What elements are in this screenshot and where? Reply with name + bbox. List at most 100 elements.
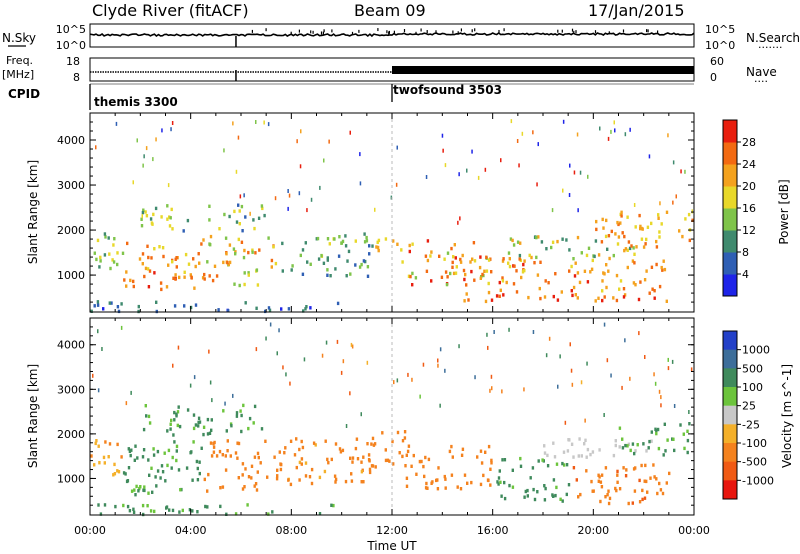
power-cell <box>513 264 516 268</box>
power-cell <box>533 261 536 265</box>
velocity-cell <box>230 424 233 428</box>
velocity-y-axis-label: Slant Range [km] <box>26 364 40 468</box>
velocity-cell <box>580 454 583 458</box>
velocity-cell <box>497 482 500 486</box>
power-cell <box>653 296 656 300</box>
power-sparse-cell <box>551 208 554 213</box>
velocity-cell <box>133 488 136 492</box>
velocity-cell <box>196 510 199 514</box>
velocity-sparse-cell <box>489 388 491 393</box>
power-cell <box>152 212 155 217</box>
velocity-sparse-cell <box>458 344 460 349</box>
velocity-cell <box>625 468 628 472</box>
power-cell <box>472 241 476 245</box>
velocity-sparse-cell <box>584 418 586 423</box>
velocity-cell <box>633 489 637 493</box>
power-cell <box>147 285 151 289</box>
velocity-cell <box>234 512 238 516</box>
velocity-cell <box>198 460 201 464</box>
power-cell <box>166 204 169 208</box>
power-cell <box>626 215 629 219</box>
power-sparse-cell <box>537 142 539 147</box>
velocity-sparse-cell <box>189 383 192 388</box>
power-cell <box>619 279 623 283</box>
velocity-sparse-cell <box>278 328 280 333</box>
y-tick-label: 1000 <box>57 269 85 282</box>
velocity-sparse-cell <box>564 420 567 425</box>
velocity-cell <box>430 481 433 485</box>
power-sparse-cell <box>263 120 265 125</box>
power-cell <box>333 237 336 241</box>
power-cell <box>479 255 482 259</box>
power-cell <box>117 309 121 314</box>
power-cell <box>665 210 669 214</box>
velocity-cell <box>151 490 154 494</box>
power-cell <box>329 274 332 278</box>
power-sparse-cell <box>237 135 240 140</box>
velocity-cell <box>373 442 377 446</box>
power-cell <box>155 300 158 304</box>
velocity-sparse-cell <box>532 330 535 334</box>
velocity-sparse-cell <box>97 388 100 393</box>
velocity-cell <box>127 466 131 470</box>
velocity-cell <box>175 444 179 449</box>
power-cell <box>347 249 351 254</box>
velocity-cell <box>614 486 617 491</box>
power-cell <box>612 253 615 258</box>
power-cell <box>194 264 197 269</box>
power-sparse-cell <box>296 139 298 144</box>
power-cell <box>365 239 369 243</box>
velocity-sparse-cell <box>125 401 128 406</box>
velocity-cell <box>655 428 658 433</box>
velocity-cell <box>591 450 595 454</box>
velocity-cell <box>420 459 423 464</box>
velocity-sparse-cell <box>177 345 180 350</box>
velocity-sparse-cell <box>276 351 278 356</box>
velocity-sparse-cell <box>569 342 571 347</box>
velocity-cell <box>334 442 338 446</box>
velocity-cell <box>134 493 137 497</box>
velocity-cell <box>398 451 401 455</box>
power-cell <box>158 245 161 249</box>
velocity-cell <box>241 462 245 466</box>
velocity-cell <box>562 450 566 454</box>
power-cell <box>483 269 486 273</box>
velocity-cell <box>577 454 580 458</box>
power-cell <box>658 284 662 289</box>
power-cell <box>354 263 357 267</box>
power-cell <box>183 270 186 274</box>
velocity-cell <box>295 465 298 470</box>
velocity-cell <box>253 404 257 409</box>
power-sparse-cell <box>629 127 631 132</box>
power-cell <box>256 283 260 287</box>
velocity-cell <box>631 442 635 446</box>
power-cell <box>270 258 274 263</box>
velocity-data-cells <box>90 322 693 517</box>
power-cell <box>244 301 247 305</box>
velocity-sparse-cell <box>130 390 132 395</box>
velocity-cell <box>219 504 222 509</box>
velocity-sparse-cell <box>232 393 234 398</box>
velocity-cell <box>360 480 363 484</box>
velocity-colorbar-swatch <box>723 461 737 481</box>
velocity-sparse-cell <box>667 357 669 362</box>
velocity-cell <box>450 444 453 449</box>
velocity-cell <box>422 464 425 469</box>
velocity-sparse-cell <box>653 372 655 377</box>
power-cell <box>116 305 120 309</box>
velocity-colorbar: 1000 500 100 25 -25 -100 -500 -1000 Velocity [m… <box>722 330 794 500</box>
power-cell <box>261 206 264 211</box>
power-cell <box>638 213 641 218</box>
velocity-cell <box>634 449 637 453</box>
power-cell <box>626 248 629 252</box>
power-cell <box>326 273 329 277</box>
power-cell <box>192 257 195 261</box>
power-cell <box>641 227 644 231</box>
power-cell <box>574 261 577 265</box>
power-cell <box>485 269 489 273</box>
velocity-cell <box>579 492 582 497</box>
velocity-cell <box>207 472 210 477</box>
velocity-sparse-cell <box>282 365 284 370</box>
power-sparse-cell <box>599 126 601 131</box>
velocity-cell <box>374 465 377 469</box>
